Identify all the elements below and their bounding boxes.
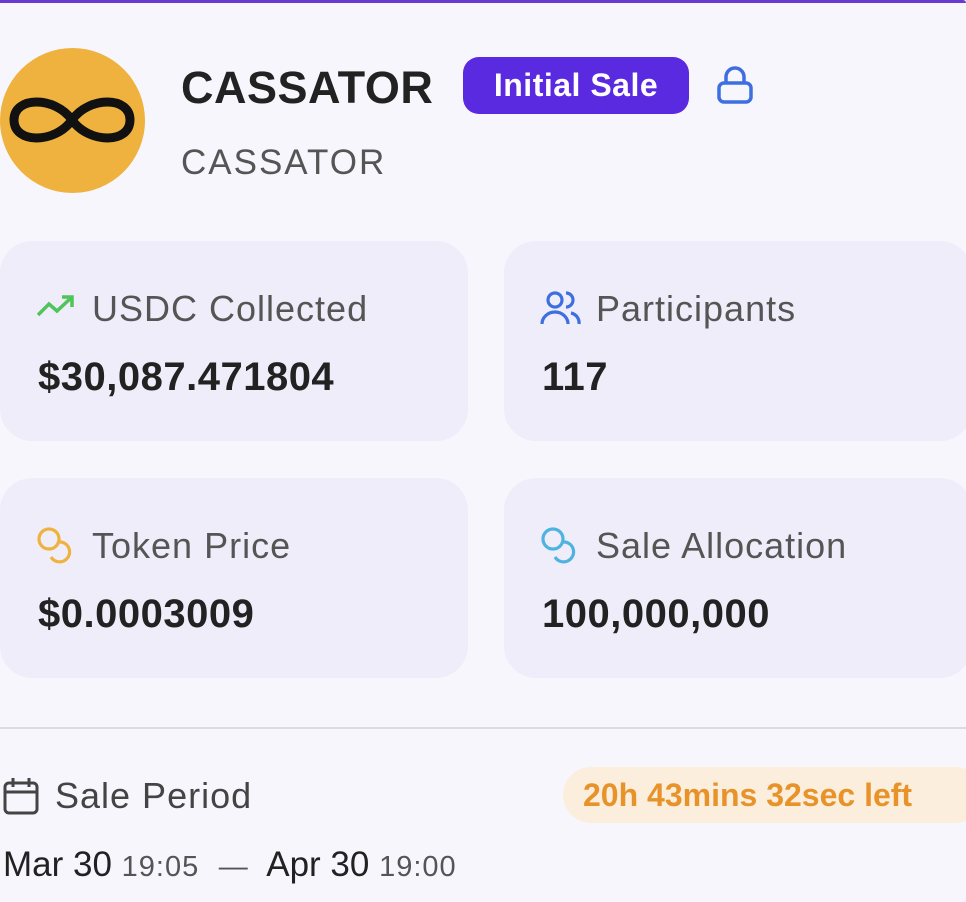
sale-badge: Initial Sale (463, 57, 689, 114)
stat-card: USDC Collected $30,087.471804 (0, 241, 468, 441)
stat-value: 100,000,000 (542, 592, 770, 636)
token-symbol: CASSATOR (181, 143, 387, 182)
lock-icon[interactable] (716, 66, 756, 106)
stat-value: $0.0003009 (38, 592, 255, 636)
trend-icon (36, 295, 74, 317)
stat-label: Participants (596, 288, 797, 329)
token-title: CASSATOR (181, 62, 434, 113)
stat-value: 117 (542, 355, 609, 399)
end-date: Apr 30 (266, 845, 370, 884)
sale-dates: Mar 30 19:05 — Apr 30 19:00 (3, 845, 457, 885)
stat-label: Token Price (92, 525, 292, 566)
start-date: Mar 30 (3, 845, 112, 884)
coins-icon (37, 527, 72, 564)
sale-period-label: Sale Period (55, 775, 253, 816)
stat-card: Token Price $0.0003009 (0, 478, 468, 678)
stat-card: Sale Allocation 100,000,000 (504, 478, 966, 678)
stat-value: $30,087.471804 (38, 355, 335, 399)
start-time: 19:05 (121, 851, 200, 883)
users-icon (540, 291, 581, 325)
date-separator: — (218, 851, 249, 883)
top-border (0, 0, 966, 3)
infinity-logo (9, 97, 135, 143)
stat-label: Sale Allocation (596, 525, 848, 566)
divider (0, 727, 966, 729)
stat-label: USDC Collected (92, 288, 369, 329)
end-time: 19:00 (379, 851, 457, 883)
stat-card: Participants 117 (504, 241, 966, 441)
coins-icon (541, 527, 576, 564)
token-avatar (0, 48, 145, 193)
calendar-icon (3, 778, 39, 815)
time-left: 20h 43mins 32sec left (563, 767, 966, 823)
